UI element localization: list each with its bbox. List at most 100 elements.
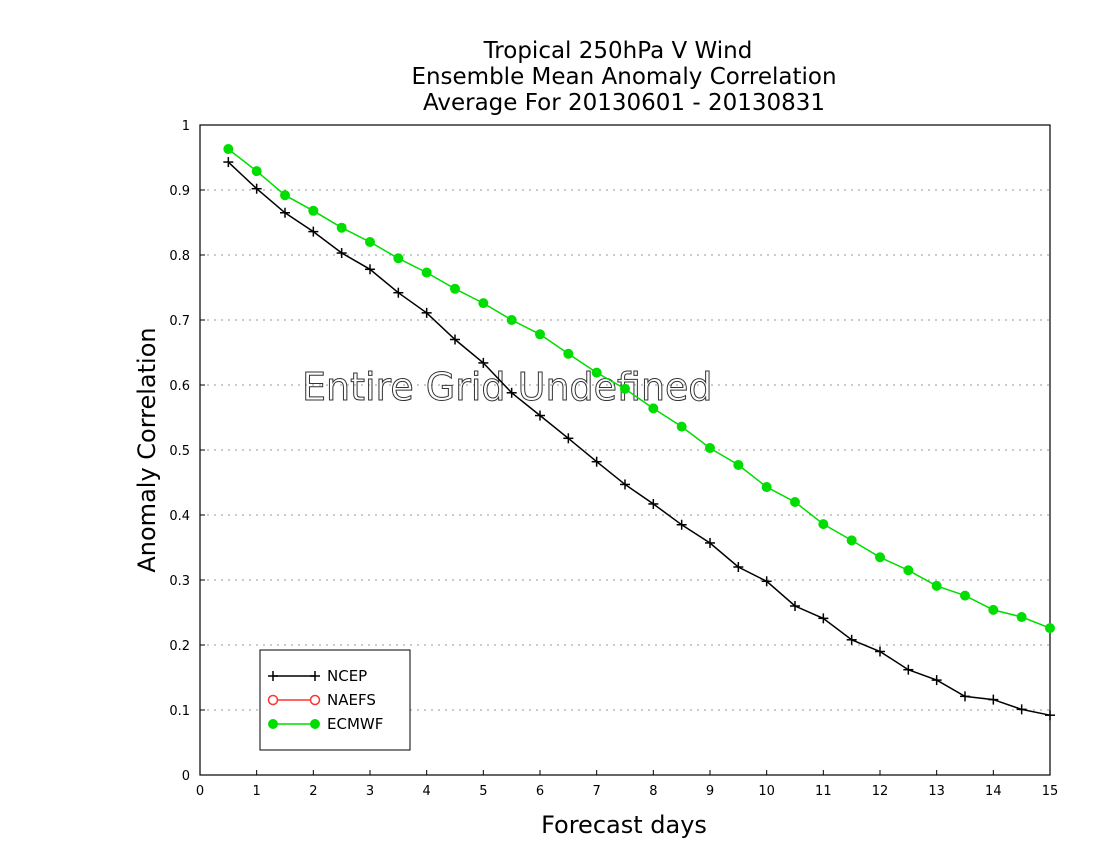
data-point-ecmwf: [705, 443, 715, 454]
data-point-ecmwf: [478, 298, 489, 309]
data-point-ncep: [875, 646, 885, 657]
x-axis: 0 1 2 3 4 5 6 7 8 9 10 11 12 13 14 15: [196, 770, 1058, 799]
data-point-ecmwf: [733, 459, 744, 470]
y-tick-label: 0.8: [169, 249, 190, 264]
x-tick-label: 5: [479, 784, 487, 799]
data-point-ncep: [761, 576, 772, 587]
data-point-ecmwf: [818, 519, 829, 530]
data-point-ecmwf: [903, 565, 914, 576]
x-tick-label: 0: [196, 784, 204, 799]
y-tick-label: 1: [182, 119, 190, 134]
data-point-ecmwf: [506, 315, 517, 325]
gridlines: [200, 189, 1050, 711]
data-point-ncep: [988, 694, 999, 705]
data-point-ncep: [733, 562, 744, 572]
series-ecmwf: [223, 144, 1055, 634]
data-point-ecmwf: [846, 535, 857, 546]
y-tick-label: 0.2: [169, 639, 190, 654]
series-line-ncep: [227, 161, 1051, 716]
legend-item-naefs: NAEFS: [267, 691, 376, 709]
data-point-ncep: [790, 601, 800, 611]
data-point-ncep: [1016, 704, 1027, 715]
data-point-ncep: [478, 357, 489, 368]
x-tick-label: 6: [536, 784, 544, 799]
x-tick-label: 2: [309, 784, 317, 799]
legend-item-ecmwf: ECMWF: [268, 715, 383, 733]
x-tick-label: 11: [815, 784, 832, 799]
y-tick-label: 0: [182, 769, 190, 784]
data-point-ncep: [450, 334, 460, 345]
x-tick-label: 4: [423, 784, 431, 799]
data-point-ecmwf: [988, 604, 999, 615]
y-tick-label: 0.7: [169, 314, 190, 329]
data-point-ecmwf: [563, 348, 574, 359]
data-point-ncep: [421, 307, 432, 318]
x-tick-label: 7: [593, 784, 601, 799]
legend-label: ECMWF: [327, 715, 383, 733]
y-axis: 0 0.1 0.2 0.3 0.4 0.5 0.6 0.7 0.8 0.9 1: [169, 119, 205, 784]
series-ncep: [223, 157, 1055, 721]
y-tick-label: 0.1: [169, 704, 190, 719]
data-point-ecmwf: [251, 166, 262, 177]
x-tick-label: 10: [758, 784, 775, 799]
data-point-ecmwf: [280, 190, 290, 201]
data-point-ecmwf: [790, 497, 800, 507]
data-point-ecmwf: [931, 580, 942, 591]
data-point-ncep: [251, 183, 262, 194]
data-point-ecmwf: [591, 367, 602, 378]
legend-item-ncep: NCEP: [268, 667, 367, 685]
x-tick-label: 8: [649, 784, 657, 799]
series-layer: [223, 144, 1055, 721]
y-tick-label: 0.3: [169, 574, 190, 589]
legend-marker: [268, 671, 278, 681]
legend-marker: [267, 694, 279, 706]
y-tick-label: 0.6: [169, 379, 190, 394]
data-point-ecmwf: [365, 237, 375, 247]
data-point-ecmwf: [761, 482, 772, 493]
data-point-ncep: [846, 634, 857, 645]
data-point-ncep: [960, 691, 970, 702]
data-point-ecmwf: [336, 222, 347, 233]
x-tick-label: 12: [872, 784, 889, 799]
data-point-ecmwf: [308, 205, 319, 216]
chart-title: Tropical 250hPa V Wind Ensemble Mean Ano…: [411, 38, 836, 116]
x-tick-label: 15: [1042, 784, 1059, 799]
data-point-ecmwf: [875, 552, 885, 563]
data-point-ncep: [336, 248, 347, 259]
data-point-ncep: [308, 226, 319, 237]
x-tick-label: 9: [706, 784, 714, 799]
data-point-ncep: [591, 456, 602, 467]
data-point-ecmwf: [393, 253, 404, 264]
data-point-ncep: [1045, 710, 1055, 721]
data-point-ncep: [705, 537, 715, 548]
data-point-ncep: [393, 287, 404, 298]
legend-marker: [268, 719, 278, 729]
data-point-ncep: [280, 207, 290, 218]
y-tick-label: 0.9: [169, 184, 190, 199]
title-line-1: Tropical 250hPa V Wind: [483, 38, 753, 64]
x-axis-title: Forecast days: [541, 811, 707, 839]
data-point-ncep: [365, 264, 375, 275]
data-point-ecmwf: [535, 329, 545, 340]
data-point-ecmwf: [1045, 623, 1055, 634]
data-point-ncep: [903, 664, 914, 675]
data-point-ncep: [563, 433, 574, 444]
legend-marker: [310, 719, 320, 729]
data-point-ecmwf: [648, 403, 659, 414]
annotation-text: Entire Grid Undefined: [302, 365, 713, 409]
legend-label: NCEP: [327, 667, 367, 685]
data-point-ecmwf: [676, 421, 687, 432]
data-point-ecmwf: [1016, 612, 1027, 623]
data-point-ecmwf: [620, 383, 630, 394]
x-tick-label: 14: [985, 784, 1002, 799]
legend-label: NAEFS: [327, 691, 376, 709]
legend-marker: [309, 694, 321, 706]
data-point-ecmwf: [223, 144, 234, 155]
x-tick-label: 3: [366, 784, 374, 799]
data-point-ecmwf: [421, 267, 432, 278]
data-point-ncep: [223, 157, 234, 168]
legend: NCEP NAEFS ECMWF: [259, 649, 411, 751]
data-point-ncep: [506, 387, 517, 398]
data-point-ncep: [676, 519, 687, 530]
